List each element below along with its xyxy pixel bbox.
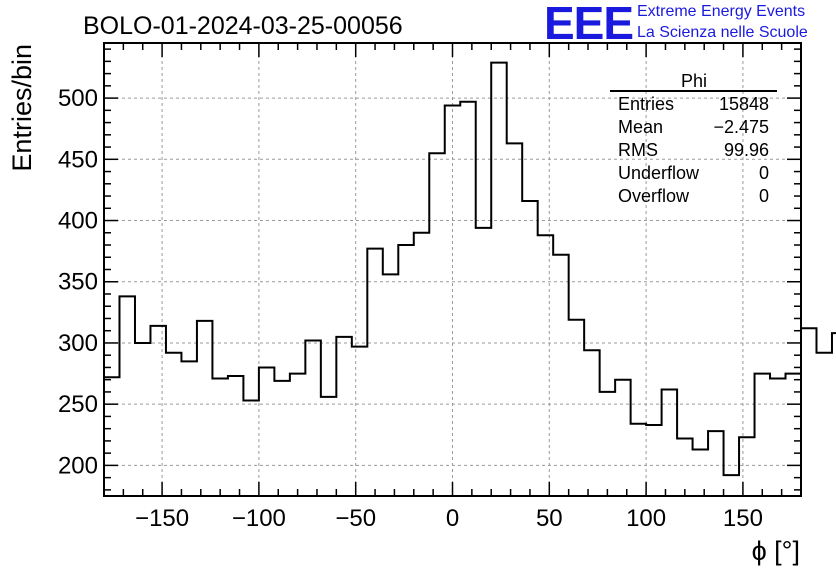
y-tick-label: 350 (58, 269, 98, 296)
eee-logo-letters: EEE (544, 0, 634, 49)
y-tick-label: 300 (58, 330, 98, 357)
x-tick-label: −100 (232, 505, 286, 532)
eee-logo-line1: Extreme Energy Events (637, 3, 806, 20)
x-tick-label: −150 (135, 505, 189, 532)
x-tick-label: 50 (536, 505, 563, 532)
stats-label: Entries (618, 94, 674, 114)
stats-value: −2.475 (713, 117, 769, 137)
x-axis-label: ϕ [°] (752, 536, 800, 566)
x-tick-label: 100 (626, 505, 666, 532)
stats-label: Mean (618, 117, 663, 137)
x-tick-label: −50 (335, 505, 376, 532)
stats-value: 0 (759, 186, 769, 206)
stats-label: Underflow (618, 163, 700, 183)
stats-value: 15848 (719, 94, 769, 114)
x-tick-label: 0 (446, 505, 459, 532)
tick-labels: −150 −100 −50 0 50 100 150 200 250 300 350 400 450 50… (58, 85, 763, 532)
stats-label: Overflow (618, 186, 690, 206)
stats-label: RMS (618, 140, 658, 160)
chart-title: BOLO-01-2024-03-25-00056 (83, 12, 403, 40)
y-tick-label: 200 (58, 452, 98, 479)
stats-title: Phi (681, 71, 707, 91)
y-axis-label: Entries/bin (7, 44, 37, 172)
eee-logo-line2: La Scienza nelle Scuole (637, 24, 808, 41)
y-tick-label: 500 (58, 85, 98, 112)
stats-value: 99.96 (724, 140, 769, 160)
y-tick-label: 450 (58, 146, 98, 173)
x-tick-label: 150 (723, 505, 763, 532)
y-tick-label: 400 (58, 208, 98, 235)
histogram-series-line (104, 61, 836, 477)
stats-box: Phi Entries 15848 Mean −2.475 RMS 99.96 Underf… (610, 71, 777, 206)
axis-ticks (103, 43, 802, 496)
y-tick-label: 250 (58, 391, 98, 418)
stats-value: 0 (759, 163, 769, 183)
grid-lines (104, 43, 801, 496)
